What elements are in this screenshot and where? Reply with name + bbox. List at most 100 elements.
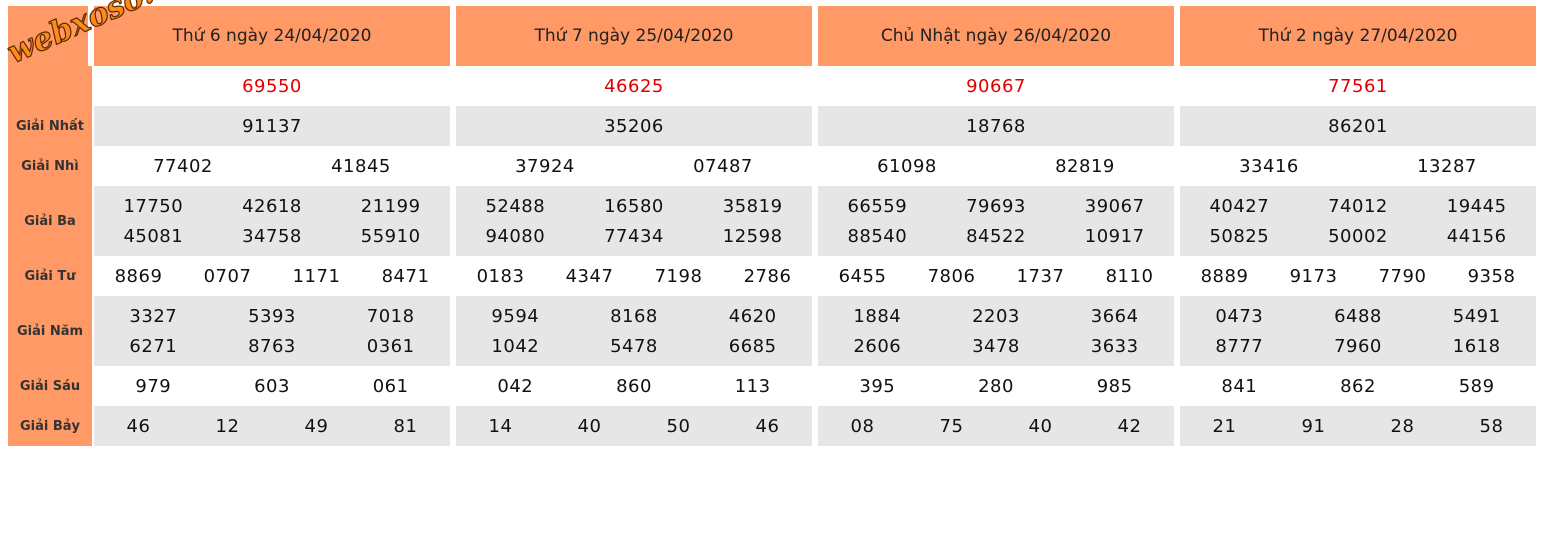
prize-number: 8471 — [381, 265, 430, 287]
prize-number: 6685 — [728, 335, 777, 357]
prize-number: 0183 — [476, 265, 525, 287]
prize-number: 395 — [859, 375, 896, 397]
prize-number: 9358 — [1467, 265, 1516, 287]
prize-cell: 46625 — [456, 66, 812, 106]
prize-number: 12 — [215, 415, 240, 437]
prize-number: 84522 — [966, 225, 1026, 247]
prize-number: 0361 — [366, 335, 415, 357]
prize-number: 603 — [254, 375, 290, 397]
prize-cell: 46 12 49 81 — [94, 406, 450, 446]
prize-number: 61098 — [877, 155, 937, 177]
prize-number: 8889 — [1200, 265, 1249, 287]
prize-number: 41845 — [331, 155, 391, 177]
prize-number: 39067 — [1084, 195, 1145, 217]
prize-cell: 9594 8168 4620 1042 5478 6685 — [456, 296, 812, 366]
prize-number: 90667 — [966, 75, 1026, 97]
prize-cell: 6455 7806 1737 8110 — [818, 256, 1174, 296]
prize-number: 0473 — [1215, 305, 1264, 327]
prize-number: 7018 — [366, 305, 415, 327]
prize-number: 3327 — [129, 305, 178, 327]
prize-number: 841 — [1221, 375, 1258, 397]
prize-cell: 0473 6488 5491 8777 7960 1618 — [1180, 296, 1536, 366]
prize-number: 50002 — [1328, 225, 1388, 247]
prize-number: 985 — [1096, 375, 1133, 397]
prize-number: 1171 — [292, 265, 341, 287]
prize-number: 8777 — [1215, 335, 1264, 357]
prize-number: 6488 — [1334, 305, 1382, 327]
prize-number: 55910 — [360, 225, 421, 247]
prize-number: 82819 — [1055, 155, 1115, 177]
prize-cell: 08 75 40 42 — [818, 406, 1174, 446]
day-header: Chủ Nhật ngày 26/04/2020 — [818, 6, 1174, 66]
prize-number: 8168 — [610, 305, 658, 327]
prize-number: 061 — [372, 375, 409, 397]
prize-cell: 3327 5393 7018 6271 8763 0361 — [94, 296, 450, 366]
prize-number: 5478 — [610, 335, 658, 357]
prize-number: 21 — [1212, 415, 1237, 437]
prize-label: Giải Ba — [8, 186, 92, 256]
prize-number: 2606 — [853, 335, 902, 357]
prize-number: 589 — [1458, 375, 1495, 397]
prize-cell: 0183 4347 7198 2786 — [456, 256, 812, 296]
prize-number: 113 — [734, 375, 771, 397]
prize-number: 7198 — [654, 265, 703, 287]
prize-cell: 91137 — [94, 106, 450, 146]
prize-cell: 69550 — [94, 66, 450, 106]
prize-number: 35206 — [604, 115, 664, 137]
prize-cell: 17750 42618 21199 45081 34758 55910 — [94, 186, 450, 256]
prize-cell: 042 860 113 — [456, 366, 812, 406]
prize-cell: 66559 79693 39067 88540 84522 10917 — [818, 186, 1174, 256]
prize-number: 860 — [616, 375, 652, 397]
prize-number: 40 — [1028, 415, 1053, 437]
prize-number: 40427 — [1209, 195, 1270, 217]
prize-cell: 37924 07487 — [456, 146, 812, 186]
prize-number: 77561 — [1328, 75, 1388, 97]
prize-number: 77434 — [604, 225, 664, 247]
prize-number: 46 — [126, 415, 151, 437]
prize-cell: 86201 — [1180, 106, 1536, 146]
prize-cell: 40427 74012 19445 50825 50002 44156 — [1180, 186, 1536, 256]
prize-cell: 77402 41845 — [94, 146, 450, 186]
prize-number: 4347 — [565, 265, 614, 287]
prize-number: 08 — [850, 415, 875, 437]
prize-number: 8110 — [1105, 265, 1154, 287]
prize-label — [8, 66, 92, 106]
prize-number: 44156 — [1446, 225, 1507, 247]
prize-number: 66559 — [847, 195, 908, 217]
prize-number: 91137 — [242, 115, 302, 137]
prize-number: 3478 — [972, 335, 1020, 357]
prize-number: 13287 — [1417, 155, 1477, 177]
prize-number: 6455 — [838, 265, 887, 287]
prize-number: 75 — [939, 415, 964, 437]
results-table: Thứ 6 ngày 24/04/2020 Thứ 7 ngày 25/04/20… — [8, 6, 1536, 446]
prize-number: 6271 — [129, 335, 178, 357]
prize-number: 7960 — [1334, 335, 1382, 357]
prize-number: 3664 — [1090, 305, 1139, 327]
prize-number: 74012 — [1328, 195, 1388, 217]
prize-number: 18768 — [966, 115, 1026, 137]
prize-number: 16580 — [604, 195, 664, 217]
prize-cell: 33416 13287 — [1180, 146, 1536, 186]
prize-number: 46625 — [604, 75, 664, 97]
prize-number: 19445 — [1446, 195, 1507, 217]
prize-number: 34758 — [242, 225, 302, 247]
prize-number: 1618 — [1452, 335, 1501, 357]
prize-label: Giải Nhì — [8, 146, 92, 186]
prize-number: 042 — [497, 375, 534, 397]
prize-number: 50825 — [1209, 225, 1270, 247]
prize-label: Giải Tư — [8, 256, 92, 296]
prize-number: 862 — [1340, 375, 1376, 397]
prize-number: 37924 — [515, 155, 575, 177]
prize-number: 5491 — [1452, 305, 1501, 327]
day-header: Thứ 7 ngày 25/04/2020 — [456, 6, 812, 66]
prize-cell: 979 603 061 — [94, 366, 450, 406]
prize-number: 9173 — [1289, 265, 1338, 287]
day-header: Thứ 2 ngày 27/04/2020 — [1180, 6, 1536, 66]
day-header: Thứ 6 ngày 24/04/2020 — [94, 6, 450, 66]
prize-number: 0707 — [203, 265, 252, 287]
prize-number: 1884 — [853, 305, 902, 327]
prize-number: 8763 — [248, 335, 296, 357]
prize-number: 07487 — [693, 155, 753, 177]
prize-number: 17750 — [123, 195, 184, 217]
